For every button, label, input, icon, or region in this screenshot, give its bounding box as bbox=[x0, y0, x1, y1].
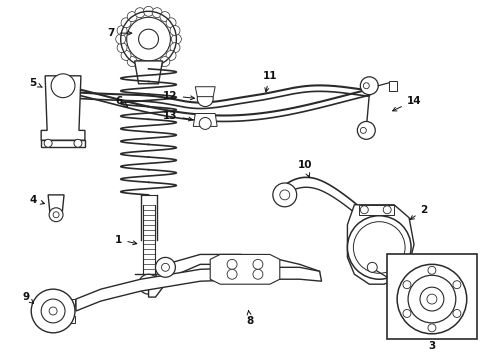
Circle shape bbox=[428, 324, 436, 332]
Text: 10: 10 bbox=[297, 160, 312, 177]
Text: 2: 2 bbox=[410, 205, 428, 220]
Text: 13: 13 bbox=[163, 111, 193, 121]
Circle shape bbox=[31, 289, 75, 333]
Circle shape bbox=[160, 57, 170, 67]
Circle shape bbox=[144, 6, 153, 16]
Polygon shape bbox=[193, 113, 217, 126]
Circle shape bbox=[116, 34, 125, 44]
Circle shape bbox=[135, 60, 145, 71]
Polygon shape bbox=[389, 81, 397, 91]
Text: 12: 12 bbox=[163, 91, 195, 101]
Circle shape bbox=[44, 139, 52, 147]
Circle shape bbox=[127, 17, 171, 61]
Circle shape bbox=[280, 190, 290, 200]
Circle shape bbox=[152, 8, 162, 18]
Circle shape bbox=[428, 266, 436, 274]
Circle shape bbox=[172, 34, 181, 44]
Text: 6: 6 bbox=[115, 96, 128, 107]
Circle shape bbox=[145, 280, 152, 288]
Circle shape bbox=[41, 299, 65, 323]
Polygon shape bbox=[359, 205, 394, 215]
Circle shape bbox=[170, 26, 180, 36]
Circle shape bbox=[135, 8, 145, 18]
Circle shape bbox=[427, 294, 437, 304]
Circle shape bbox=[139, 29, 158, 49]
Circle shape bbox=[121, 50, 131, 60]
Polygon shape bbox=[196, 87, 215, 96]
Circle shape bbox=[420, 287, 444, 311]
Circle shape bbox=[51, 74, 75, 98]
Text: 14: 14 bbox=[392, 96, 421, 111]
Circle shape bbox=[166, 50, 176, 60]
Polygon shape bbox=[210, 255, 280, 284]
Text: 8: 8 bbox=[246, 310, 254, 326]
Circle shape bbox=[121, 18, 131, 28]
Circle shape bbox=[368, 262, 377, 272]
Circle shape bbox=[162, 264, 170, 271]
Circle shape bbox=[197, 91, 213, 107]
Circle shape bbox=[363, 83, 369, 89]
Circle shape bbox=[383, 206, 391, 214]
Circle shape bbox=[253, 260, 263, 269]
Text: 5: 5 bbox=[29, 78, 42, 88]
Circle shape bbox=[53, 212, 59, 218]
Polygon shape bbox=[148, 255, 319, 297]
Circle shape bbox=[166, 18, 176, 28]
Circle shape bbox=[199, 117, 211, 129]
Text: 11: 11 bbox=[263, 71, 277, 92]
Text: 1: 1 bbox=[115, 234, 137, 245]
Circle shape bbox=[347, 216, 411, 279]
Circle shape bbox=[117, 26, 127, 36]
Text: 3: 3 bbox=[428, 341, 436, 351]
Circle shape bbox=[253, 269, 263, 279]
Polygon shape bbox=[135, 61, 163, 84]
Text: 4: 4 bbox=[29, 195, 45, 205]
Polygon shape bbox=[48, 195, 64, 215]
Circle shape bbox=[227, 269, 237, 279]
Circle shape bbox=[170, 43, 180, 53]
Circle shape bbox=[357, 121, 375, 139]
Circle shape bbox=[139, 274, 158, 294]
Circle shape bbox=[397, 264, 467, 334]
Polygon shape bbox=[76, 267, 321, 311]
Circle shape bbox=[403, 310, 411, 318]
Circle shape bbox=[353, 222, 405, 273]
Circle shape bbox=[360, 77, 378, 95]
Circle shape bbox=[408, 275, 456, 323]
Circle shape bbox=[117, 43, 127, 53]
Circle shape bbox=[49, 208, 63, 222]
Circle shape bbox=[453, 281, 461, 289]
Circle shape bbox=[155, 257, 175, 277]
Circle shape bbox=[160, 12, 170, 22]
Text: 9: 9 bbox=[23, 292, 33, 303]
Circle shape bbox=[127, 57, 137, 67]
Polygon shape bbox=[41, 140, 85, 147]
Circle shape bbox=[453, 310, 461, 318]
Circle shape bbox=[360, 127, 367, 133]
Circle shape bbox=[49, 307, 57, 315]
Polygon shape bbox=[41, 76, 85, 140]
Circle shape bbox=[360, 206, 368, 214]
Circle shape bbox=[74, 139, 82, 147]
Polygon shape bbox=[68, 299, 75, 306]
Circle shape bbox=[152, 60, 162, 71]
Polygon shape bbox=[347, 205, 414, 284]
Circle shape bbox=[403, 281, 411, 289]
Circle shape bbox=[144, 62, 153, 72]
Text: 7: 7 bbox=[107, 28, 132, 38]
Polygon shape bbox=[68, 316, 75, 323]
Circle shape bbox=[273, 183, 297, 207]
Bar bbox=[387, 255, 477, 339]
Circle shape bbox=[127, 12, 137, 22]
Circle shape bbox=[227, 260, 237, 269]
